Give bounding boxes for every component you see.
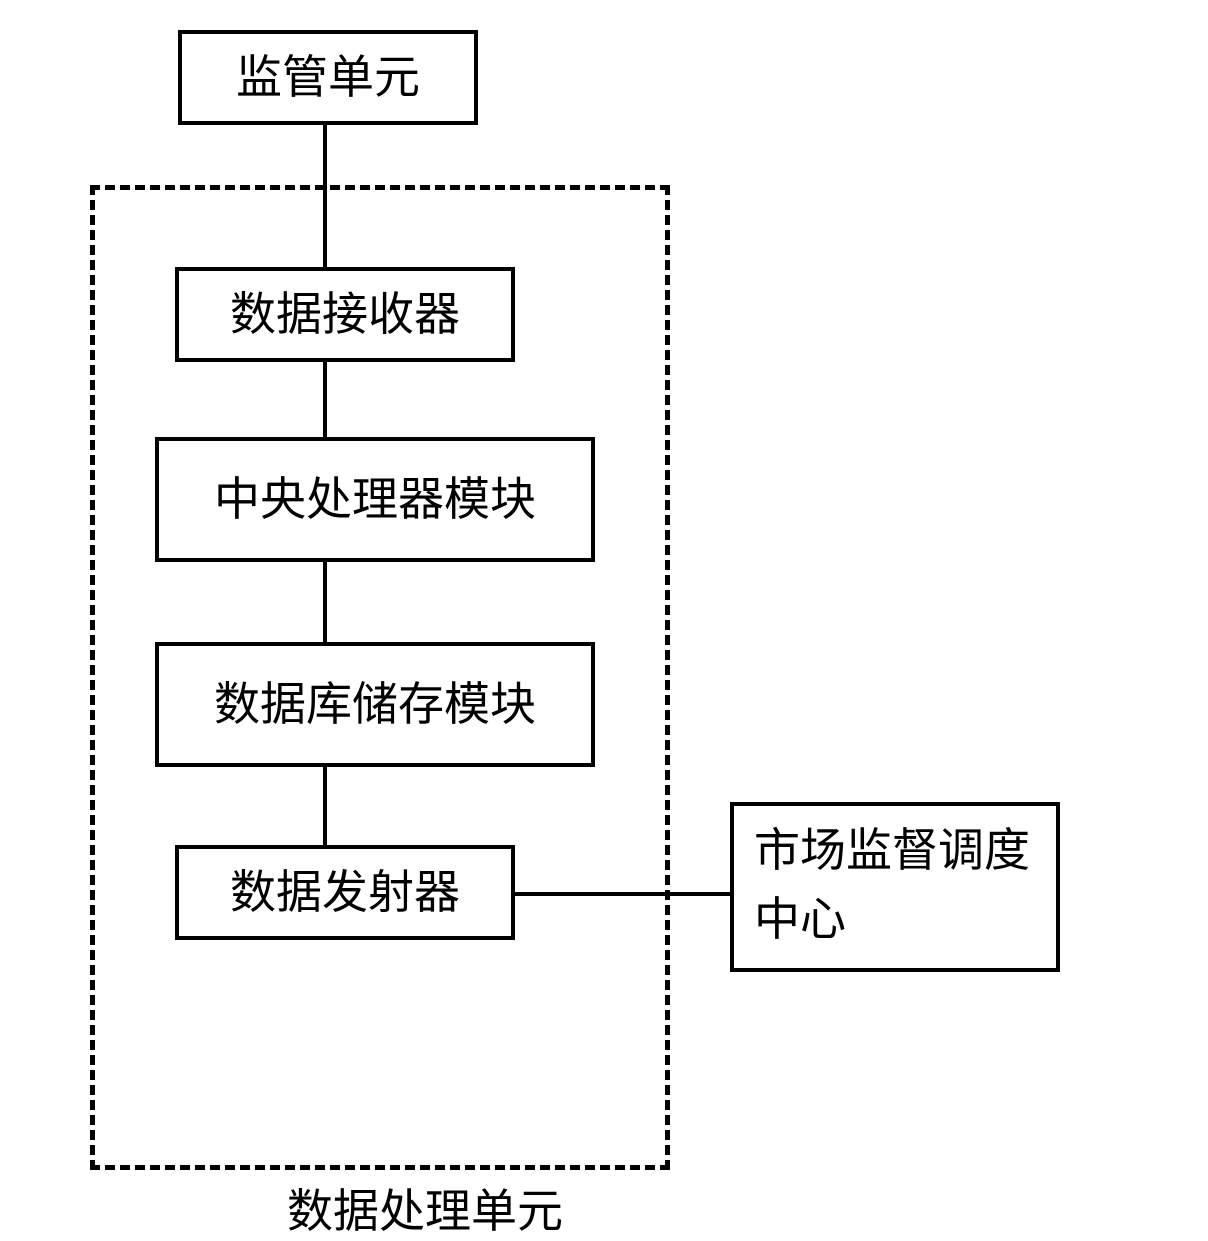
edge-cpu-to-db bbox=[323, 562, 327, 642]
diagram-root: 数据处理单元 监管单元 数据接收器 中央处理器模块 数据库储存模块 数据发射器 … bbox=[90, 30, 1110, 1170]
data-transmitter-label: 数据发射器 bbox=[230, 865, 460, 920]
supervision-unit-node: 监管单元 bbox=[178, 30, 478, 125]
edge-supervision-to-receiver bbox=[323, 125, 327, 267]
edge-transmitter-to-market bbox=[515, 892, 730, 896]
data-receiver-node: 数据接收器 bbox=[175, 267, 515, 362]
cpu-module-label: 中央处理器模块 bbox=[214, 472, 536, 527]
edge-db-to-transmitter bbox=[323, 767, 327, 845]
db-storage-module-node: 数据库储存模块 bbox=[155, 642, 595, 767]
edge-receiver-to-cpu bbox=[323, 362, 327, 437]
data-transmitter-node: 数据发射器 bbox=[175, 845, 515, 940]
db-storage-module-label: 数据库储存模块 bbox=[214, 677, 536, 732]
market-center-label: 市场监督调度中心 bbox=[754, 816, 1036, 954]
supervision-unit-label: 监管单元 bbox=[236, 50, 420, 105]
data-receiver-label: 数据接收器 bbox=[230, 287, 460, 342]
market-center-node: 市场监督调度中心 bbox=[730, 802, 1060, 972]
data-processing-unit-label: 数据处理单元 bbox=[235, 1175, 615, 1241]
cpu-module-node: 中央处理器模块 bbox=[155, 437, 595, 562]
